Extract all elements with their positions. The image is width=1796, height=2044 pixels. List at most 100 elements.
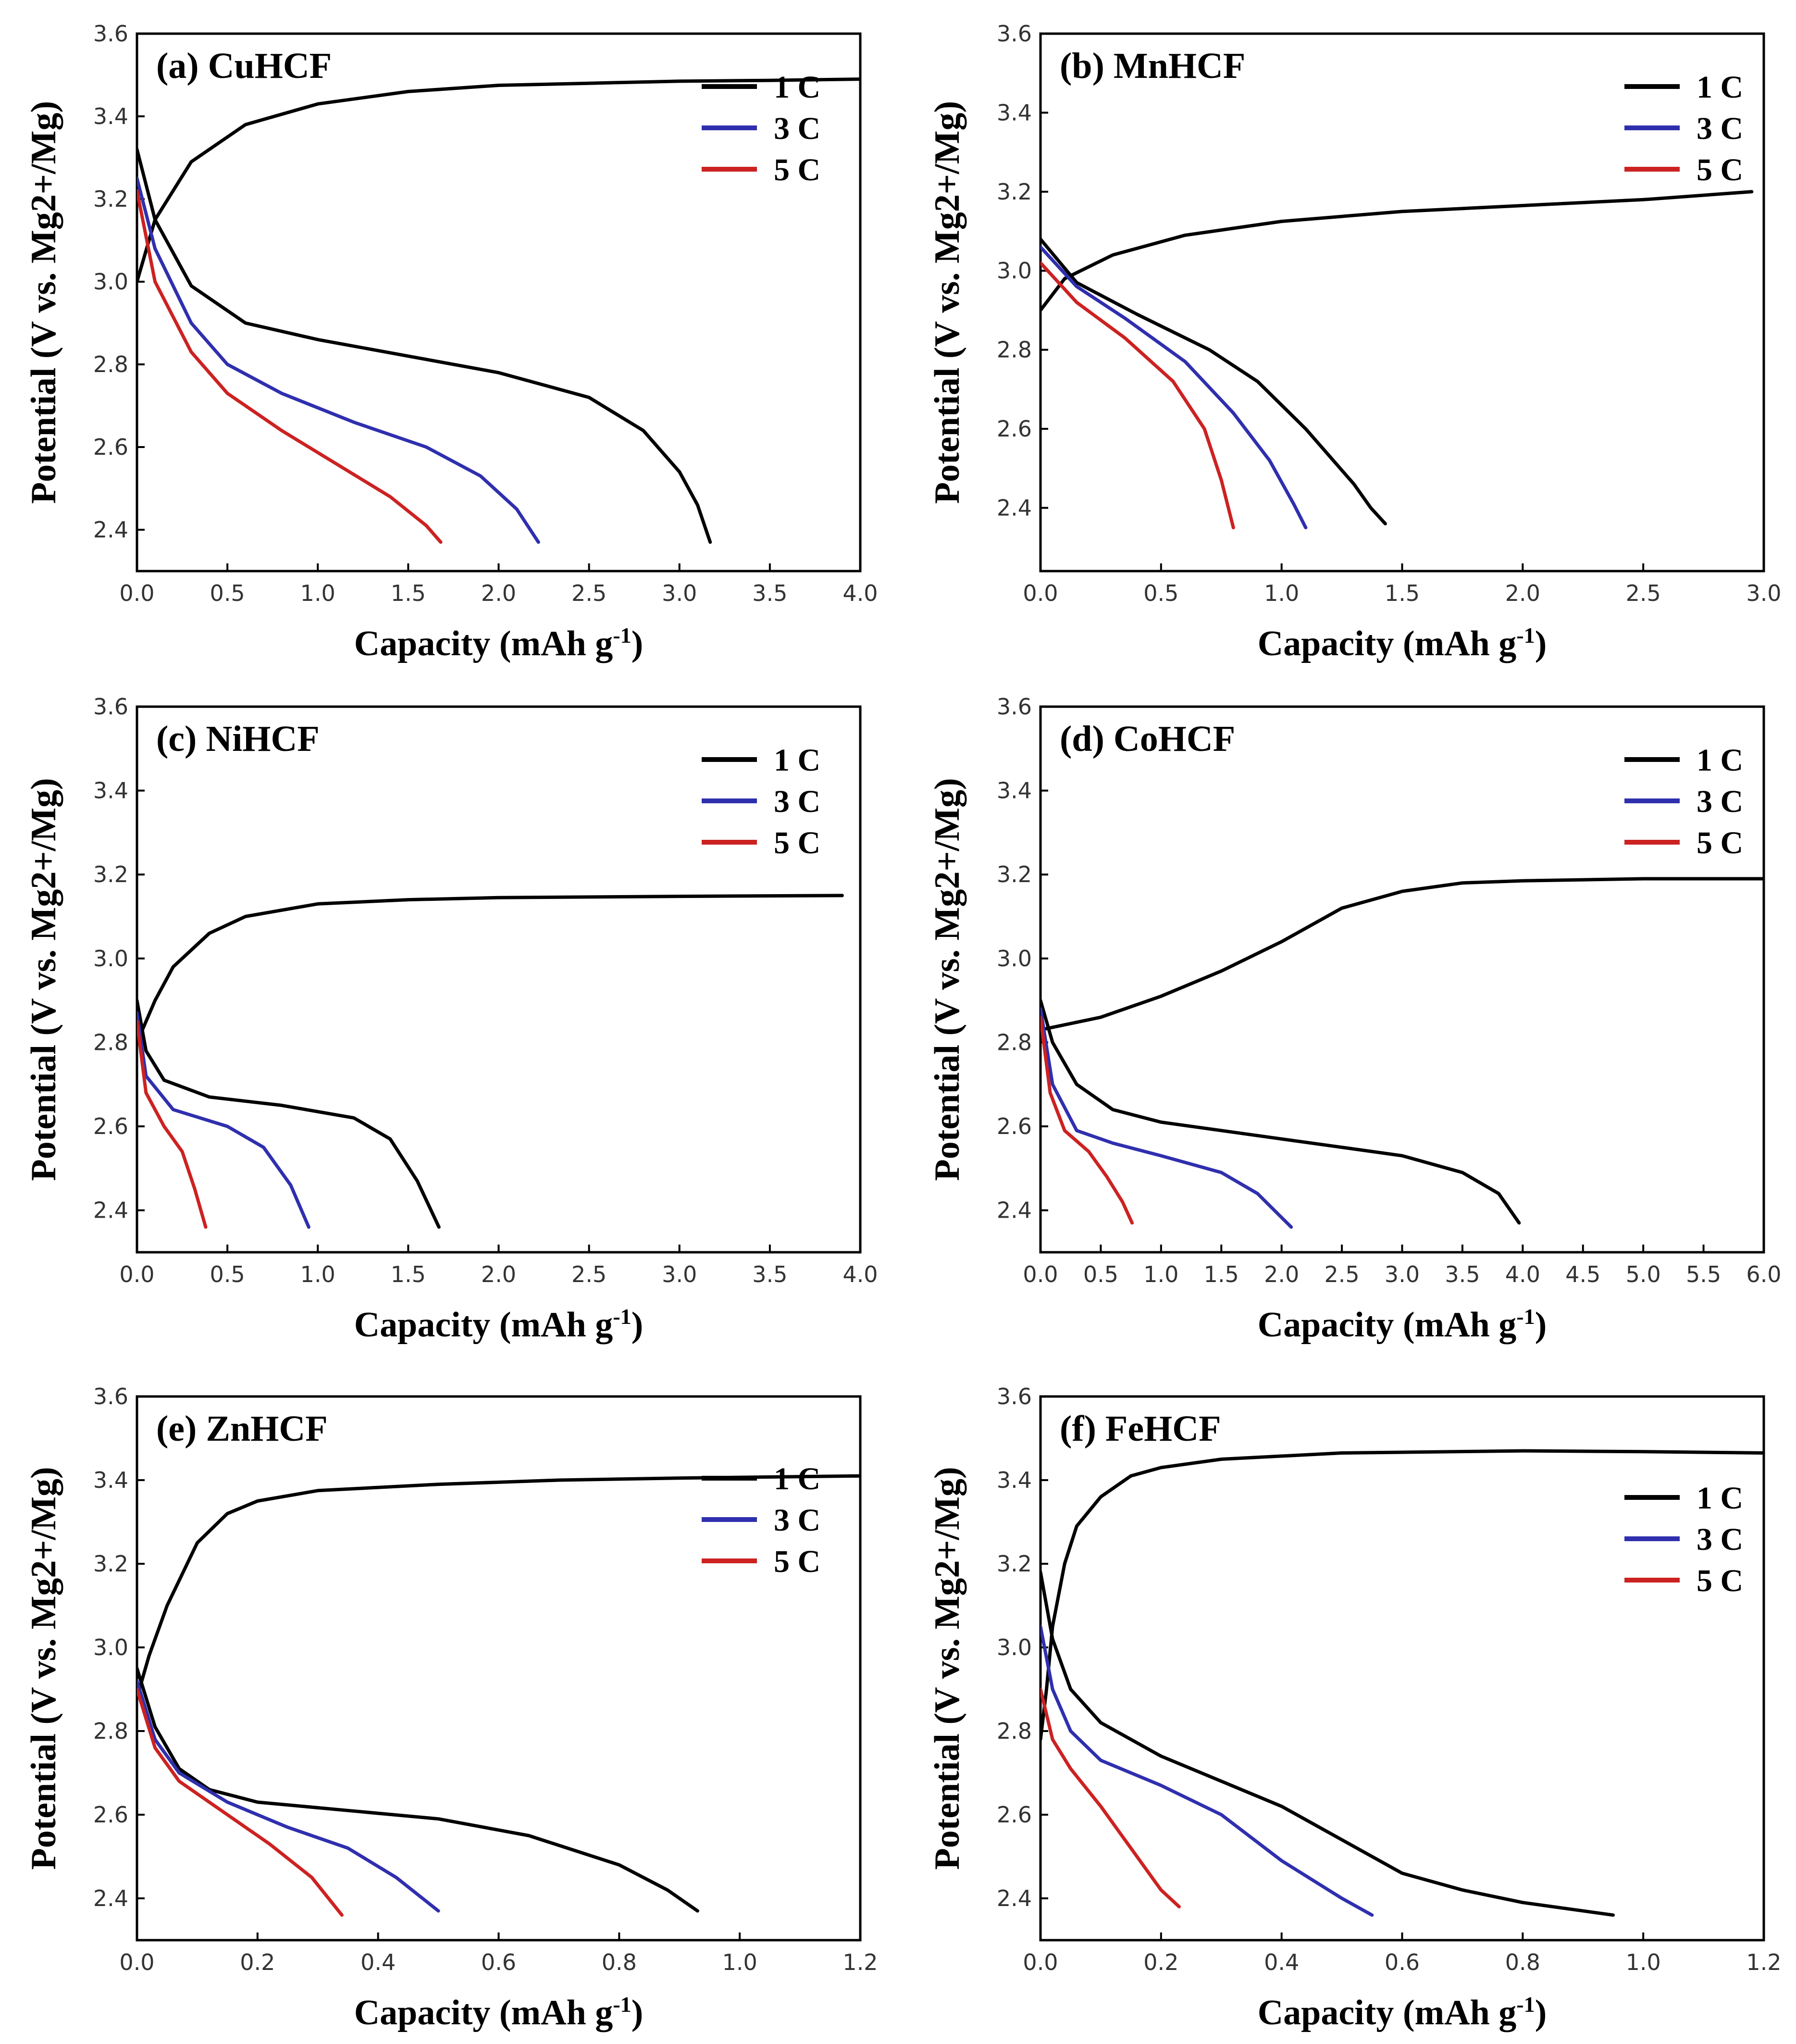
y-tick-label: 3.4 [997, 778, 1032, 804]
legend-label: 1 C [774, 1461, 820, 1496]
x-tick-label: 2.0 [481, 1261, 516, 1287]
x-axis-title-superscript: -1 [613, 1992, 631, 2017]
y-tick-label: 3.6 [997, 1383, 1032, 1409]
panel-title: (a) CuHCF [156, 46, 332, 86]
y-tick-label: 2.8 [997, 337, 1032, 363]
x-tick-label: 3.0 [662, 1261, 697, 1287]
legend-label: 5 C [1697, 152, 1743, 187]
x-axis-title-superscript: -1 [613, 1304, 631, 1329]
series-line-5-c-discharge [137, 1687, 344, 1917]
x-axis-title-main: Capacity (mAh g [354, 624, 613, 663]
x-axis-title-superscript: -1 [1516, 623, 1535, 648]
y-tick-label: 3.0 [93, 946, 128, 972]
series-line-1-c-charge [1040, 877, 1764, 1032]
y-tick-label: 3.4 [997, 1467, 1032, 1493]
series-line-1-c-charge [1040, 1449, 1764, 1741]
x-tick-label: 4.0 [842, 1261, 878, 1287]
series-line-1-c-charge [137, 1474, 860, 1699]
y-axis-title: Potential (V vs. Mg2+/Mg) [24, 101, 63, 504]
x-axis-title-tail: ) [1535, 624, 1547, 663]
series-line-3-c-discharge [137, 1679, 440, 1913]
x-tick-label: 0.0 [1023, 1949, 1058, 1975]
y-tick-label: 3.2 [93, 1551, 128, 1577]
legend: 1 C 3 C 5 C [1624, 743, 1743, 860]
x-tick-label: 1.0 [300, 580, 335, 606]
legend-label: 5 C [1697, 1563, 1743, 1598]
y-tick-label: 3.4 [93, 103, 128, 129]
x-tick-label: 6.0 [1746, 1261, 1781, 1287]
x-axis-title-main: Capacity (mAh g [354, 1993, 613, 2032]
legend-label: 3 C [774, 784, 820, 819]
x-axis-title: Capacity (mAh g-1) [1258, 1992, 1547, 2032]
y-tick-label: 2.4 [93, 517, 128, 543]
x-tick-label: 1.5 [1204, 1261, 1239, 1287]
legend: 1 C 3 C 5 C [702, 70, 820, 187]
x-tick-label: 2.5 [1325, 1261, 1360, 1287]
legend-label: 3 C [1697, 111, 1743, 146]
y-axis-title: Potential (V vs. Mg2+/Mg) [24, 778, 63, 1181]
y-tick-label: 3.0 [93, 1634, 128, 1660]
x-axis-title-main: Capacity (mAh g [1258, 1305, 1517, 1345]
x-axis-title: Capacity (mAh g-1) [1258, 1304, 1547, 1345]
y-tick-label: 3.6 [93, 21, 128, 47]
chart-panel-1: 0.0 0.5 1.0 1.5 2.0 2.5 3.0 3.5 4.0 2.4 2.6 2.8 3.0 3… [24, 21, 878, 663]
x-tick-label: 2.0 [481, 580, 516, 606]
chart-panel-2: 0.0 0.5 1.0 1.5 2.0 2.5 3.0 2.4 2.6 2.8 3.0 3.2 3.4 3… [928, 21, 1782, 663]
legend-label: 3 C [1697, 1522, 1743, 1557]
series-line-1-c-discharge [1040, 1570, 1615, 1917]
y-tick-label: 3.2 [997, 861, 1032, 887]
x-axis-title: Capacity (mAh g-1) [354, 1992, 644, 2032]
series-line-3-c-discharge [1040, 1007, 1293, 1229]
legend-label: 5 C [1697, 825, 1743, 860]
x-tick-label: 0.5 [1083, 1261, 1118, 1287]
legend-label: 5 C [774, 152, 820, 187]
x-axis-title-tail: ) [632, 1305, 644, 1345]
series-line-1-c-discharge [1040, 998, 1521, 1225]
x-tick-label: 0.8 [602, 1949, 637, 1975]
panel-title: (b) MnHCF [1060, 46, 1245, 86]
x-tick-label: 0.4 [1264, 1949, 1299, 1975]
y-axis-title: Potential (V vs. Mg2+/Mg) [928, 778, 967, 1181]
x-axis-title-tail: ) [1535, 1993, 1547, 2032]
x-tick-label: 0.0 [119, 1261, 154, 1287]
series-line-3-c-discharge [137, 1011, 310, 1229]
series-line-1-c-charge [137, 77, 860, 284]
y-tick-label: 2.6 [93, 1802, 128, 1828]
y-tick-label: 2.8 [93, 351, 128, 377]
series-line-1-c-discharge [1040, 237, 1387, 525]
x-tick-label: 0.2 [240, 1949, 275, 1975]
series-line-5-c-discharge [1040, 1015, 1134, 1225]
plot-frame [1039, 1395, 1765, 1942]
y-axis-title: Potential (V vs. Mg2+/Mg) [928, 101, 967, 504]
x-axis-title: Capacity (mAh g-1) [354, 1304, 644, 1345]
x-axis-title-tail: ) [1535, 1305, 1547, 1345]
legend-label: 1 C [1697, 70, 1743, 105]
x-tick-label: 0.6 [481, 1949, 516, 1975]
chart-panel-4: 0.0 0.5 1.0 1.5 2.0 2.5 3.0 3.5 4.0 4.5 5.0 5.5 6.0 2… [928, 694, 1782, 1345]
x-axis-title-superscript: -1 [1516, 1992, 1535, 2017]
y-tick-label: 3.6 [93, 1383, 128, 1409]
x-tick-label: 0.0 [119, 1949, 154, 1975]
x-axis-title: Capacity (mAh g-1) [354, 623, 644, 663]
y-tick-label: 2.4 [93, 1197, 128, 1223]
x-axis-title-main: Capacity (mAh g [354, 1305, 613, 1345]
y-tick-label: 2.8 [93, 1029, 128, 1055]
x-tick-label: 1.0 [1626, 1949, 1661, 1975]
plot-frame [1039, 32, 1765, 573]
series-line-1-c-charge [137, 894, 844, 1044]
x-tick-label: 4.0 [842, 580, 878, 606]
x-tick-label: 3.5 [752, 580, 787, 606]
legend-label: 3 C [1697, 784, 1743, 819]
x-tick-label: 0.0 [1023, 580, 1058, 606]
series-line-3-c-discharge [1040, 1625, 1374, 1917]
y-tick-label: 2.4 [997, 495, 1032, 521]
y-axis-title: Potential (V vs. Mg2+/Mg) [24, 1467, 63, 1870]
y-tick-label: 2.6 [93, 434, 128, 460]
x-tick-label: 2.5 [571, 1261, 607, 1287]
x-axis-title-superscript: -1 [1516, 1304, 1535, 1329]
chart-panel-6: 0.0 0.2 0.4 0.6 0.8 1.0 1.2 2.4 2.6 2.8 3.0 3.2 3.4 3… [928, 1383, 1782, 2032]
x-tick-label: 4.0 [1505, 1261, 1540, 1287]
series-line-5-c-discharge [1040, 261, 1235, 530]
x-tick-label: 2.0 [1505, 580, 1540, 606]
legend-label: 3 C [774, 1503, 820, 1538]
